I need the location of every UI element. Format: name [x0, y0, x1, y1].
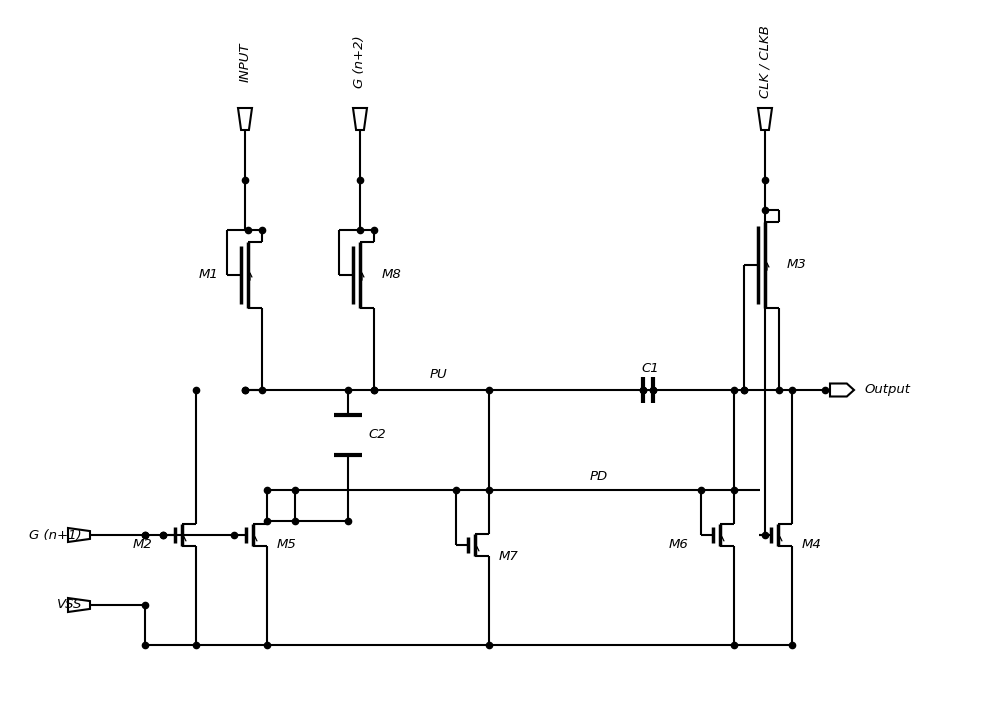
Text: M8: M8 [382, 269, 402, 281]
Text: M5: M5 [277, 538, 297, 551]
Text: M6: M6 [668, 538, 688, 551]
Text: M2: M2 [132, 538, 152, 551]
Text: G (n+2): G (n+2) [354, 36, 366, 88]
Text: CLK / CLKB: CLK / CLKB [759, 26, 772, 98]
Text: Output: Output [864, 383, 910, 396]
Text: M7: M7 [499, 551, 519, 564]
Text: VSS: VSS [57, 599, 82, 612]
Text: M4: M4 [802, 538, 822, 551]
Text: M1: M1 [199, 269, 219, 281]
Text: PU: PU [430, 368, 448, 381]
Text: INPUT: INPUT [239, 42, 252, 82]
Text: G (n+1): G (n+1) [29, 528, 82, 541]
Text: PD: PD [590, 470, 608, 482]
Text: M3: M3 [787, 258, 807, 271]
Text: C1: C1 [641, 361, 659, 375]
Text: C2: C2 [368, 429, 386, 442]
